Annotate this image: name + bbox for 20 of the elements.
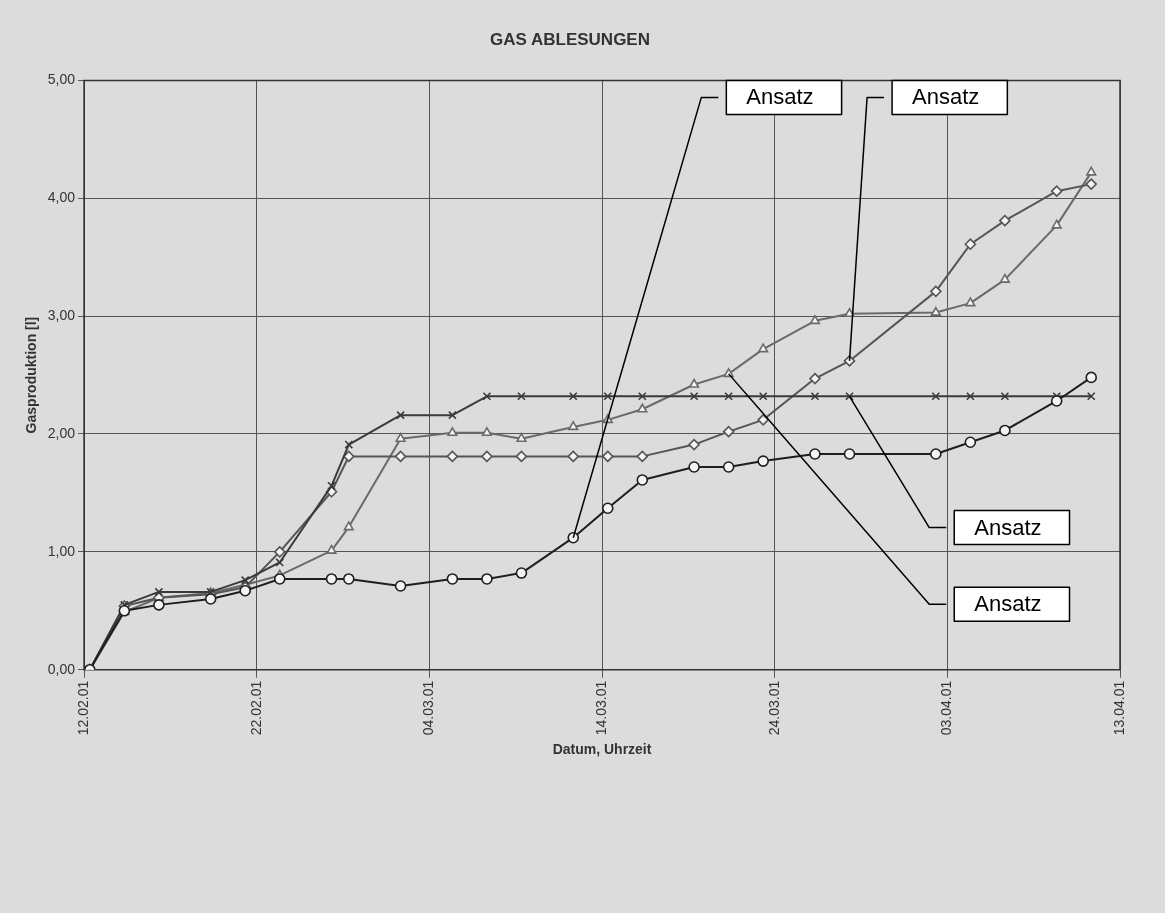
x-tick-label: 13.04.01 — [1110, 680, 1127, 736]
y-tick-label: 0,00 — [47, 660, 76, 677]
x-tick-label: 24.03.01 — [765, 680, 782, 736]
y-tick-label: 3,00 — [47, 306, 76, 323]
y-tick-label: 4,00 — [47, 189, 76, 206]
annotation: Ansatz — [974, 591, 1042, 617]
x-tick-label: 03.04.01 — [938, 680, 955, 736]
y-axis-title: Gasproduktion [l] — [23, 316, 40, 434]
x-tick-label: 04.03.01 — [420, 680, 437, 736]
annotation: Ansatz — [974, 514, 1042, 540]
annotation: Ansatz — [912, 84, 980, 110]
y-tick-label: 5,00 — [47, 71, 76, 88]
x-tick-label: 12.02.01 — [74, 680, 91, 736]
x-tick-label: 14.03.01 — [592, 680, 609, 736]
annotation: Ansatz — [746, 84, 814, 110]
chart-title: GAS ABLESUNGEN — [490, 29, 650, 49]
y-tick-label: 1,00 — [47, 542, 76, 559]
x-tick-label: 22.02.01 — [247, 680, 264, 736]
x-axis-title: Datum, Uhrzeit — [552, 741, 652, 758]
y-tick-label: 2,00 — [47, 424, 76, 441]
